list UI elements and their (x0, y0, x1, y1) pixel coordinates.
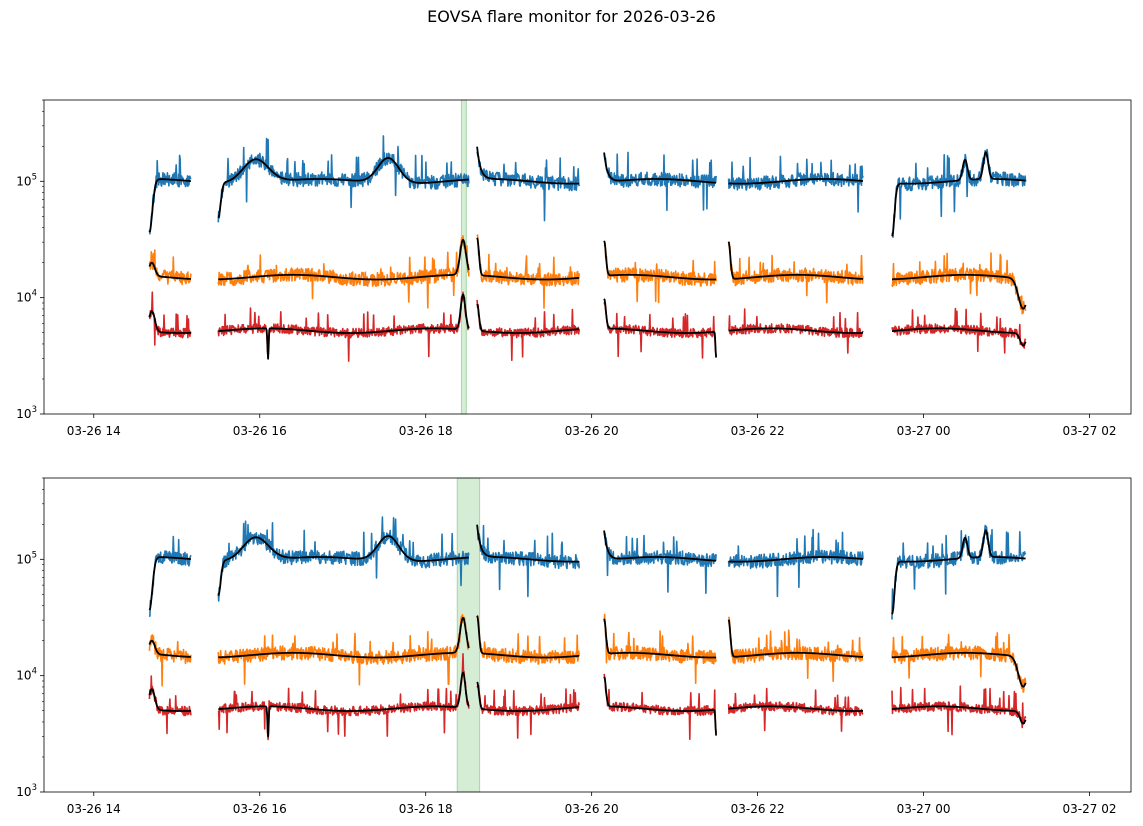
series-mid-smoothed-segment-2 (217, 238, 470, 281)
series-low-smoothed-segment-4 (603, 298, 717, 358)
x-tick-label: 03-26 14 (67, 802, 121, 816)
x-tick-label: 03-27 02 (1063, 802, 1117, 816)
top-panel: 103 104 105 03-26 14 03-26 16 03-26 18 03-26 2… (16, 99, 1132, 438)
series-mid-raw-segment-1 (148, 634, 192, 687)
series-low-raw-segment-4 (603, 302, 717, 359)
x-tick-label: 03-27 00 (897, 424, 951, 438)
axes-frame (43, 477, 1132, 793)
figure-title: EOVSA flare monitor for 2026-03-26 (427, 7, 716, 26)
series-mid-raw-segment-5 (727, 244, 864, 304)
series-high-smoothed-segment-1 (148, 556, 192, 611)
series-mid-raw-segment-3 (476, 234, 580, 309)
series-mid-raw-segment-4 (603, 242, 717, 304)
series-high-smoothed-segment-1 (148, 178, 192, 233)
series-low-smoothed-segment-3 (476, 303, 580, 334)
series-mid-smoothed-segment-2 (217, 616, 470, 659)
series-low-smoothed-segment-6 (891, 327, 1027, 347)
series-low-smoothed-segment-3 (476, 681, 580, 712)
series-mid-smoothed-segment-5 (727, 619, 864, 658)
x-tick-label: 03-27 00 (897, 802, 951, 816)
series-mid-raw-segment-2 (217, 235, 470, 309)
y-tick-label: 105 (16, 550, 37, 566)
x-tick-label: 03-26 22 (731, 424, 785, 438)
series-high-raw-segment-5 (727, 155, 864, 213)
series-low-raw-segment-1 (148, 675, 192, 735)
y-tick-label: 104 (16, 667, 37, 683)
y-tick-label: 104 (16, 289, 37, 305)
series-low-smoothed-segment-6 (891, 705, 1027, 725)
series-mid-smoothed-segment-1 (148, 261, 192, 280)
series-mid-smoothed-segment-6 (891, 651, 1027, 688)
series-mid-smoothed-segment-4 (603, 618, 717, 659)
series-mid-smoothed-segment-1 (148, 639, 192, 658)
series-high-smoothed-segment-5 (728, 556, 864, 563)
series-mid-smoothed-segment-3 (476, 615, 580, 659)
x-tick-label: 03-26 20 (565, 424, 619, 438)
series-low-smoothed-segment-5 (728, 327, 864, 334)
series-low-smoothed-segment-4 (603, 676, 717, 736)
x-tick-label: 03-27 02 (1063, 424, 1117, 438)
series-high-smoothed-segment-4 (603, 152, 717, 184)
series-high-raw-segment-6 (891, 148, 1027, 238)
series-low-raw-segment-2 (217, 291, 470, 362)
y-tick-label: 105 (16, 172, 37, 188)
series-mid-smoothed-segment-6 (891, 273, 1027, 310)
series-low-raw-segment-2 (217, 653, 470, 741)
series-mid-raw-segment-6 (891, 252, 1027, 315)
series-mid-smoothed-segment-4 (603, 240, 717, 281)
series-low-raw-segment-5 (727, 687, 864, 732)
x-tick-label: 03-26 18 (399, 802, 453, 816)
series-high-smoothed-segment-2 (217, 535, 470, 597)
series-high-raw-segment-4 (603, 530, 717, 594)
series-high-smoothed-segment-3 (476, 524, 580, 563)
series-high-raw-segment-6 (891, 524, 1027, 620)
bottom-panel: 103 104 105 03-26 14 03-26 16 03-26 18 03-26 2… (16, 477, 1132, 816)
y-tick-label: 103 (16, 783, 37, 799)
series-mid-raw-segment-5 (727, 616, 864, 682)
series-low-smoothed-segment-2 (217, 293, 470, 360)
series-low-raw-segment-1 (148, 291, 192, 346)
series-high-smoothed-segment-3 (476, 146, 580, 185)
x-tick-label: 03-26 18 (399, 424, 453, 438)
series-mid-raw-segment-2 (217, 614, 470, 686)
series-mid-smoothed-segment-3 (476, 237, 580, 281)
x-tick-label: 03-26 16 (233, 424, 287, 438)
series-high-raw-segment-1 (148, 154, 192, 235)
series-high-raw-segment-4 (603, 151, 717, 211)
series-low-smoothed-segment-5 (728, 705, 864, 712)
series-mid-raw-segment-6 (891, 632, 1027, 693)
series-low-smoothed-segment-1 (148, 688, 192, 712)
x-tick-label: 03-26 20 (565, 802, 619, 816)
axes-frame (43, 99, 1132, 415)
y-tick-label: 103 (16, 405, 37, 421)
series-mid-raw-segment-3 (476, 614, 580, 665)
series-high-smoothed-segment-6 (891, 151, 1026, 237)
x-tick-label: 03-26 14 (67, 424, 121, 438)
series-high-smoothed-segment-4 (603, 530, 717, 562)
series-high-smoothed-segment-5 (728, 178, 864, 185)
x-tick-label: 03-26 16 (233, 802, 287, 816)
series-low-raw-segment-5 (727, 308, 864, 354)
series-mid-raw-segment-4 (603, 613, 717, 684)
series-high-raw-segment-2 (217, 135, 470, 223)
x-tick-label: 03-26 22 (731, 802, 785, 816)
series-high-raw-segment-2 (217, 516, 470, 602)
series-high-smoothed-segment-6 (891, 529, 1026, 615)
series-mid-smoothed-segment-5 (727, 241, 864, 280)
series-high-raw-segment-5 (727, 528, 864, 598)
series-high-raw-segment-1 (148, 535, 192, 618)
series-low-raw-segment-6 (891, 307, 1027, 354)
series-high-smoothed-segment-2 (217, 157, 470, 219)
series-high-raw-segment-3 (476, 151, 580, 222)
series-low-smoothed-segment-2 (217, 671, 470, 738)
series-low-smoothed-segment-1 (148, 310, 192, 334)
